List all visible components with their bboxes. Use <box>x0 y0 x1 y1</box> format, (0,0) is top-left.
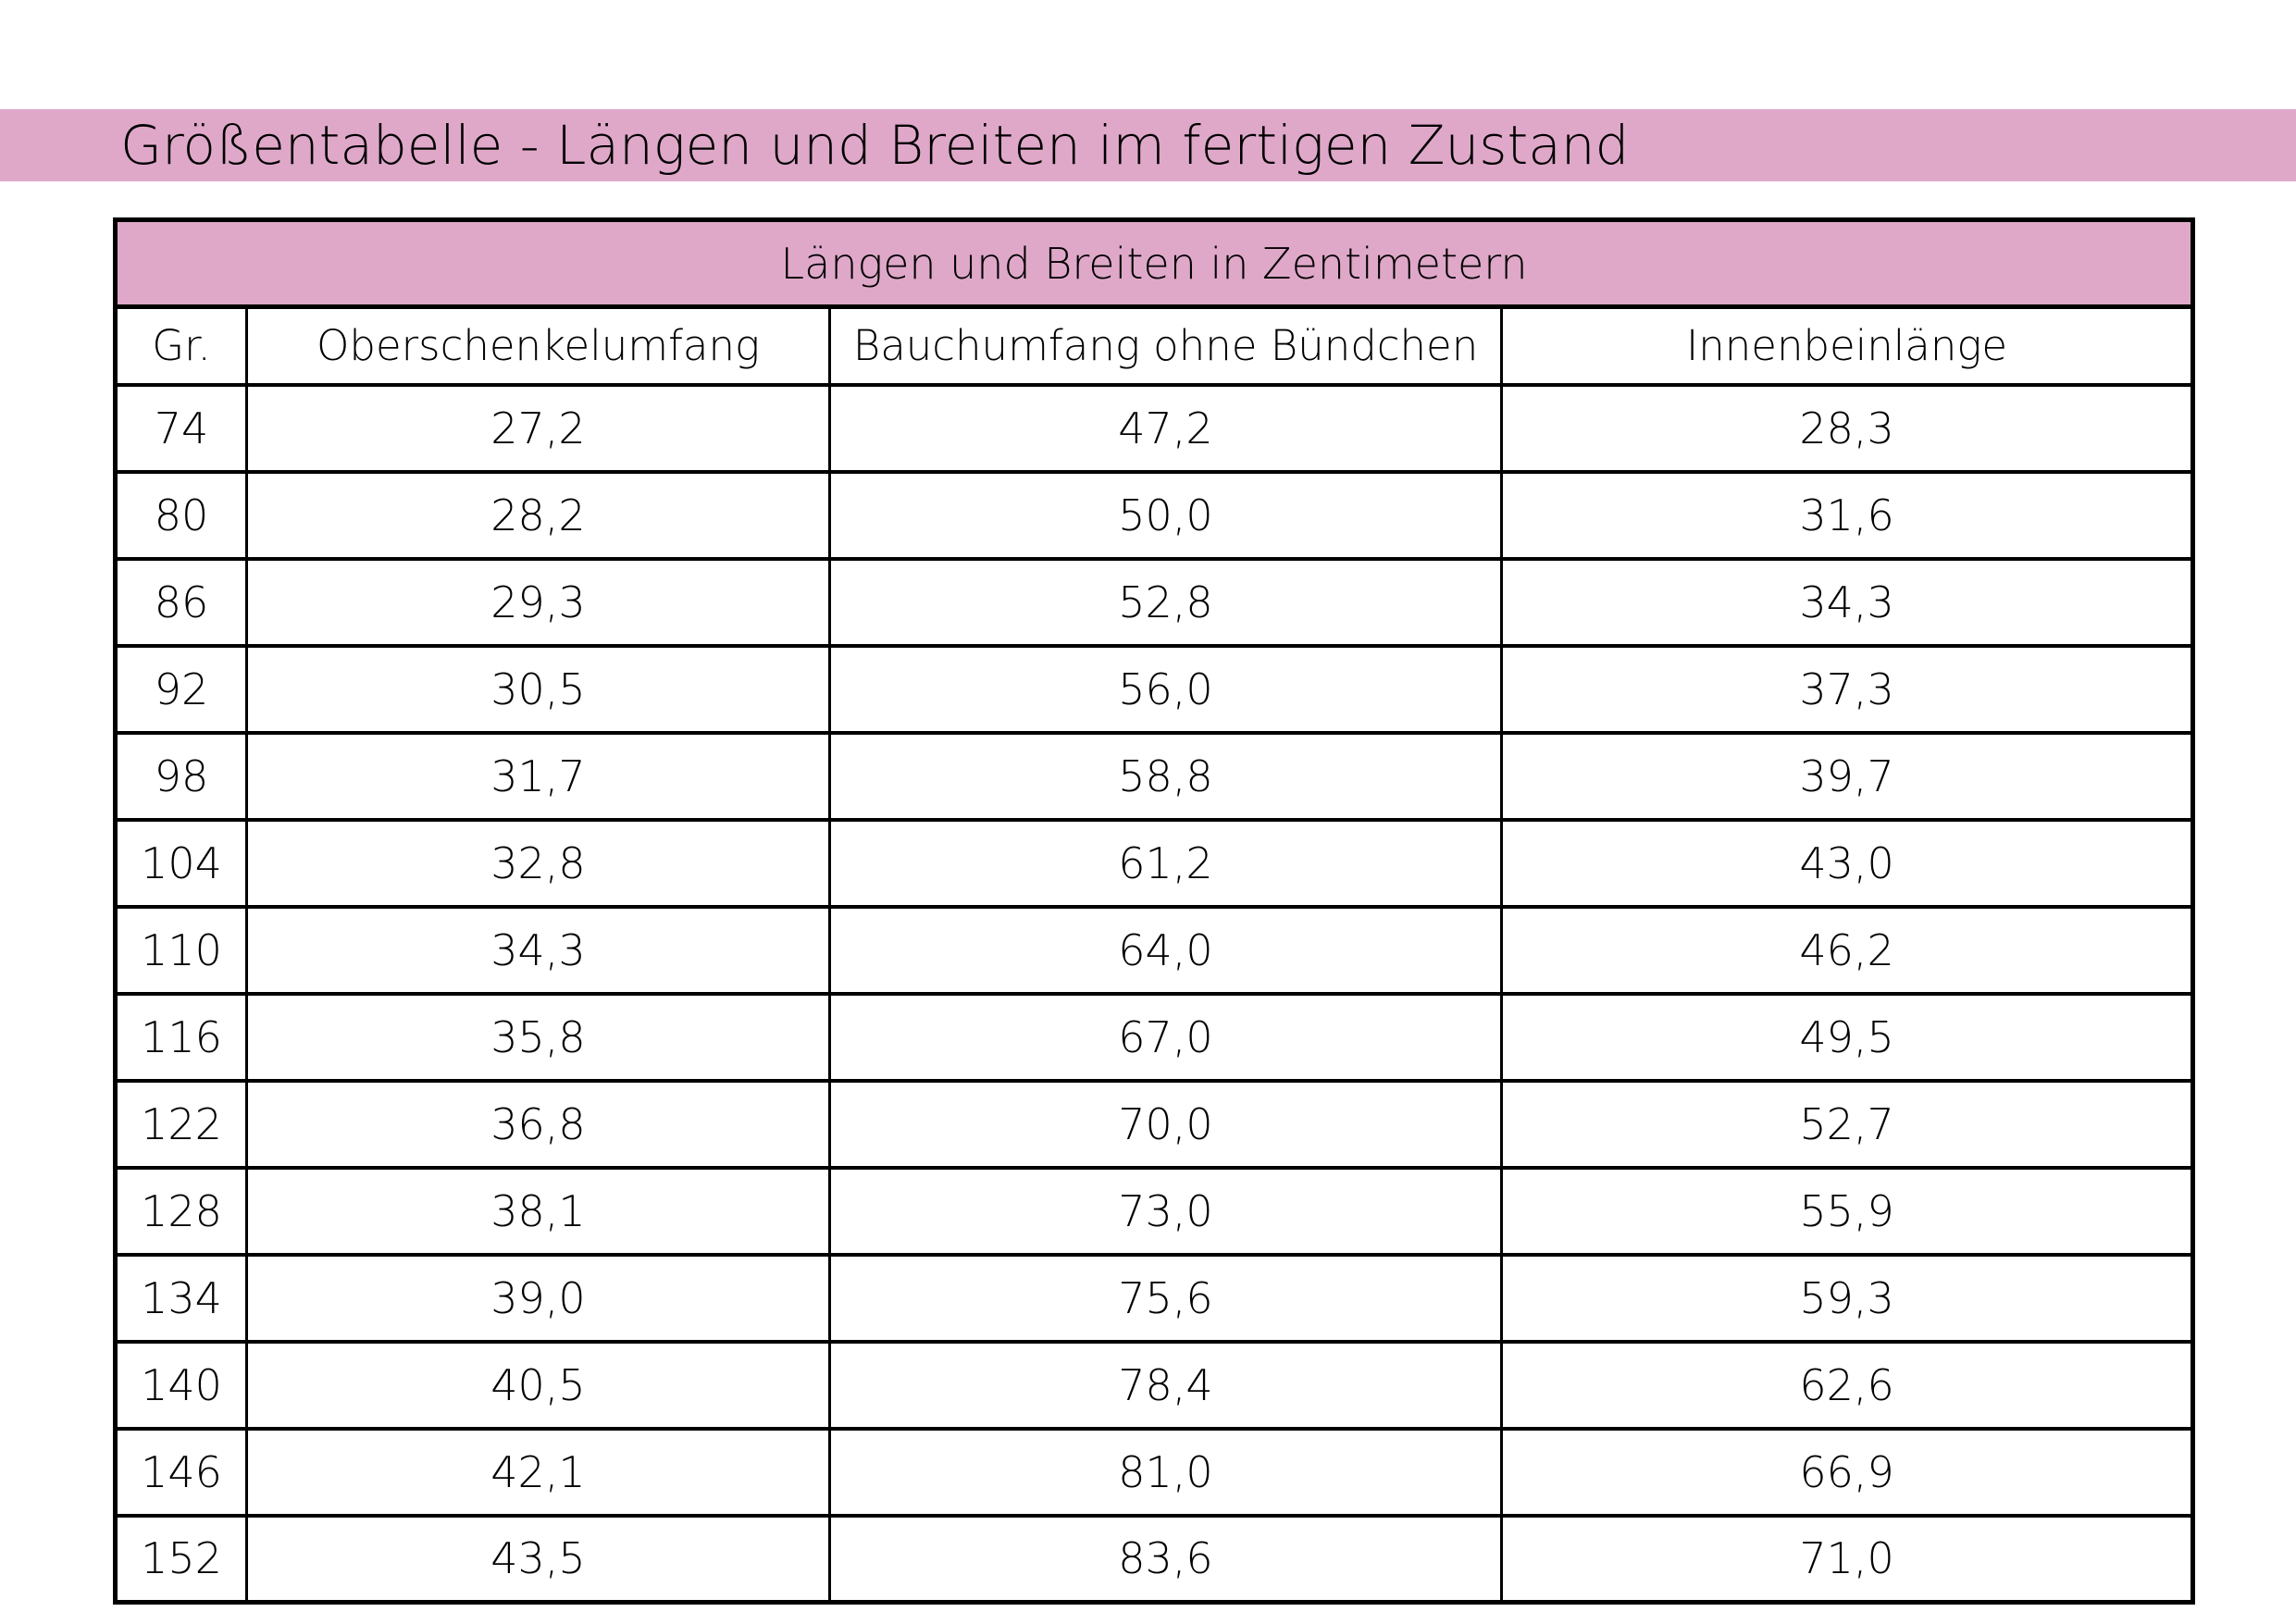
size-cell: 74 <box>114 382 248 474</box>
belly-cell: 61,2 <box>828 817 1503 909</box>
belly-cell: 83,6 <box>828 1513 1503 1605</box>
belly-cell: 70,0 <box>828 1078 1503 1170</box>
belly-cell: 78,4 <box>828 1339 1503 1431</box>
inseam-cell: 37,3 <box>1499 643 2195 735</box>
table-row: 86 29,3 52,8 34,3 <box>114 556 2195 648</box>
size-cell: 122 <box>114 1078 248 1170</box>
size-cell: 80 <box>114 469 248 561</box>
column-header-thigh: Oberschenkelumfang <box>245 304 831 387</box>
belly-cell: 64,0 <box>828 904 1503 996</box>
belly-cell: 58,8 <box>828 730 1503 822</box>
belly-cell: 47,2 <box>828 382 1503 474</box>
belly-cell: 50,0 <box>828 469 1503 561</box>
size-table: Längen und Breiten in Zentimetern Gr. Ob… <box>113 217 2196 1605</box>
inseam-cell: 43,0 <box>1499 817 2195 909</box>
belly-cell: 73,0 <box>828 1165 1503 1257</box>
belly-cell: 52,8 <box>828 556 1503 648</box>
thigh-cell: 27,2 <box>245 382 831 474</box>
inseam-cell: 66,9 <box>1499 1426 2195 1518</box>
inseam-cell: 52,7 <box>1499 1078 2195 1170</box>
column-header-row: Gr. Oberschenkelumfang Bauchumfang ohne … <box>114 304 2195 387</box>
table-row: 134 39,0 75,6 59,3 <box>114 1252 2195 1344</box>
size-cell: 128 <box>114 1165 248 1257</box>
inseam-cell: 39,7 <box>1499 730 2195 822</box>
belly-cell: 56,0 <box>828 643 1503 735</box>
size-cell: 86 <box>114 556 248 648</box>
thigh-cell: 43,5 <box>245 1513 831 1605</box>
table-row: 80 28,2 50,0 31,6 <box>114 469 2195 561</box>
inseam-cell: 55,9 <box>1499 1165 2195 1257</box>
table-row: 104 32,8 61,2 43,0 <box>114 817 2195 909</box>
size-cell: 140 <box>114 1339 248 1431</box>
size-cell: 92 <box>114 643 248 735</box>
size-cell: 116 <box>114 991 248 1083</box>
table-row: 98 31,7 58,8 39,7 <box>114 730 2195 822</box>
column-header-belly: Bauchumfang ohne Bündchen <box>828 304 1503 387</box>
inseam-cell: 71,0 <box>1499 1513 2195 1605</box>
title-banner: Größentabelle - Längen und Breiten im fe… <box>0 109 2296 181</box>
column-header-size: Gr. <box>114 304 248 387</box>
thigh-cell: 29,3 <box>245 556 831 648</box>
inseam-cell: 49,5 <box>1499 991 2195 1083</box>
size-cell: 110 <box>114 904 248 996</box>
size-table-container: Längen und Breiten in Zentimetern Gr. Ob… <box>113 217 2196 1605</box>
inseam-cell: 28,3 <box>1499 382 2195 474</box>
inseam-cell: 62,6 <box>1499 1339 2195 1431</box>
thigh-cell: 31,7 <box>245 730 831 822</box>
table-row: 146 42,1 81,0 66,9 <box>114 1426 2195 1518</box>
thigh-cell: 42,1 <box>245 1426 831 1518</box>
thigh-cell: 36,8 <box>245 1078 831 1170</box>
table-title: Längen und Breiten in Zentimetern <box>113 217 2195 309</box>
thigh-cell: 35,8 <box>245 991 831 1083</box>
table-row: 110 34,3 64,0 46,2 <box>114 904 2195 996</box>
table-row: 74 27,2 47,2 28,3 <box>114 382 2195 474</box>
table-row: 122 36,8 70,0 52,7 <box>114 1078 2195 1170</box>
inseam-cell: 59,3 <box>1499 1252 2195 1344</box>
size-cell: 134 <box>114 1252 248 1344</box>
page-title: Größentabelle - Längen und Breiten im fe… <box>120 114 1630 177</box>
column-header-inseam: Innenbeinlänge <box>1499 304 2195 387</box>
belly-cell: 81,0 <box>828 1426 1503 1518</box>
belly-cell: 67,0 <box>828 991 1503 1083</box>
size-cell: 98 <box>114 730 248 822</box>
table-title-row: Längen und Breiten in Zentimetern <box>113 217 2195 309</box>
table-row: 152 43,5 83,6 71,0 <box>114 1513 2195 1605</box>
table-row: 140 40,5 78,4 62,6 <box>114 1339 2195 1431</box>
inseam-cell: 34,3 <box>1499 556 2195 648</box>
size-cell: 104 <box>114 817 248 909</box>
table-head: Längen und Breiten in Zentimetern Gr. Ob… <box>113 217 2195 387</box>
inseam-cell: 31,6 <box>1499 469 2195 561</box>
thigh-cell: 28,2 <box>245 469 831 561</box>
belly-cell: 75,6 <box>828 1252 1503 1344</box>
thigh-cell: 30,5 <box>245 643 831 735</box>
table-body: 74 27,2 47,2 28,3 80 28,2 50,0 31,6 86 2… <box>114 382 2195 1605</box>
table-row: 128 38,1 73,0 55,9 <box>114 1165 2195 1257</box>
inseam-cell: 46,2 <box>1499 904 2195 996</box>
thigh-cell: 32,8 <box>245 817 831 909</box>
table-row: 92 30,5 56,0 37,3 <box>114 643 2195 735</box>
table-row: 116 35,8 67,0 49,5 <box>114 991 2195 1083</box>
thigh-cell: 38,1 <box>245 1165 831 1257</box>
size-cell: 146 <box>114 1426 248 1518</box>
thigh-cell: 34,3 <box>245 904 831 996</box>
size-cell: 152 <box>114 1513 248 1605</box>
thigh-cell: 40,5 <box>245 1339 831 1431</box>
thigh-cell: 39,0 <box>245 1252 831 1344</box>
